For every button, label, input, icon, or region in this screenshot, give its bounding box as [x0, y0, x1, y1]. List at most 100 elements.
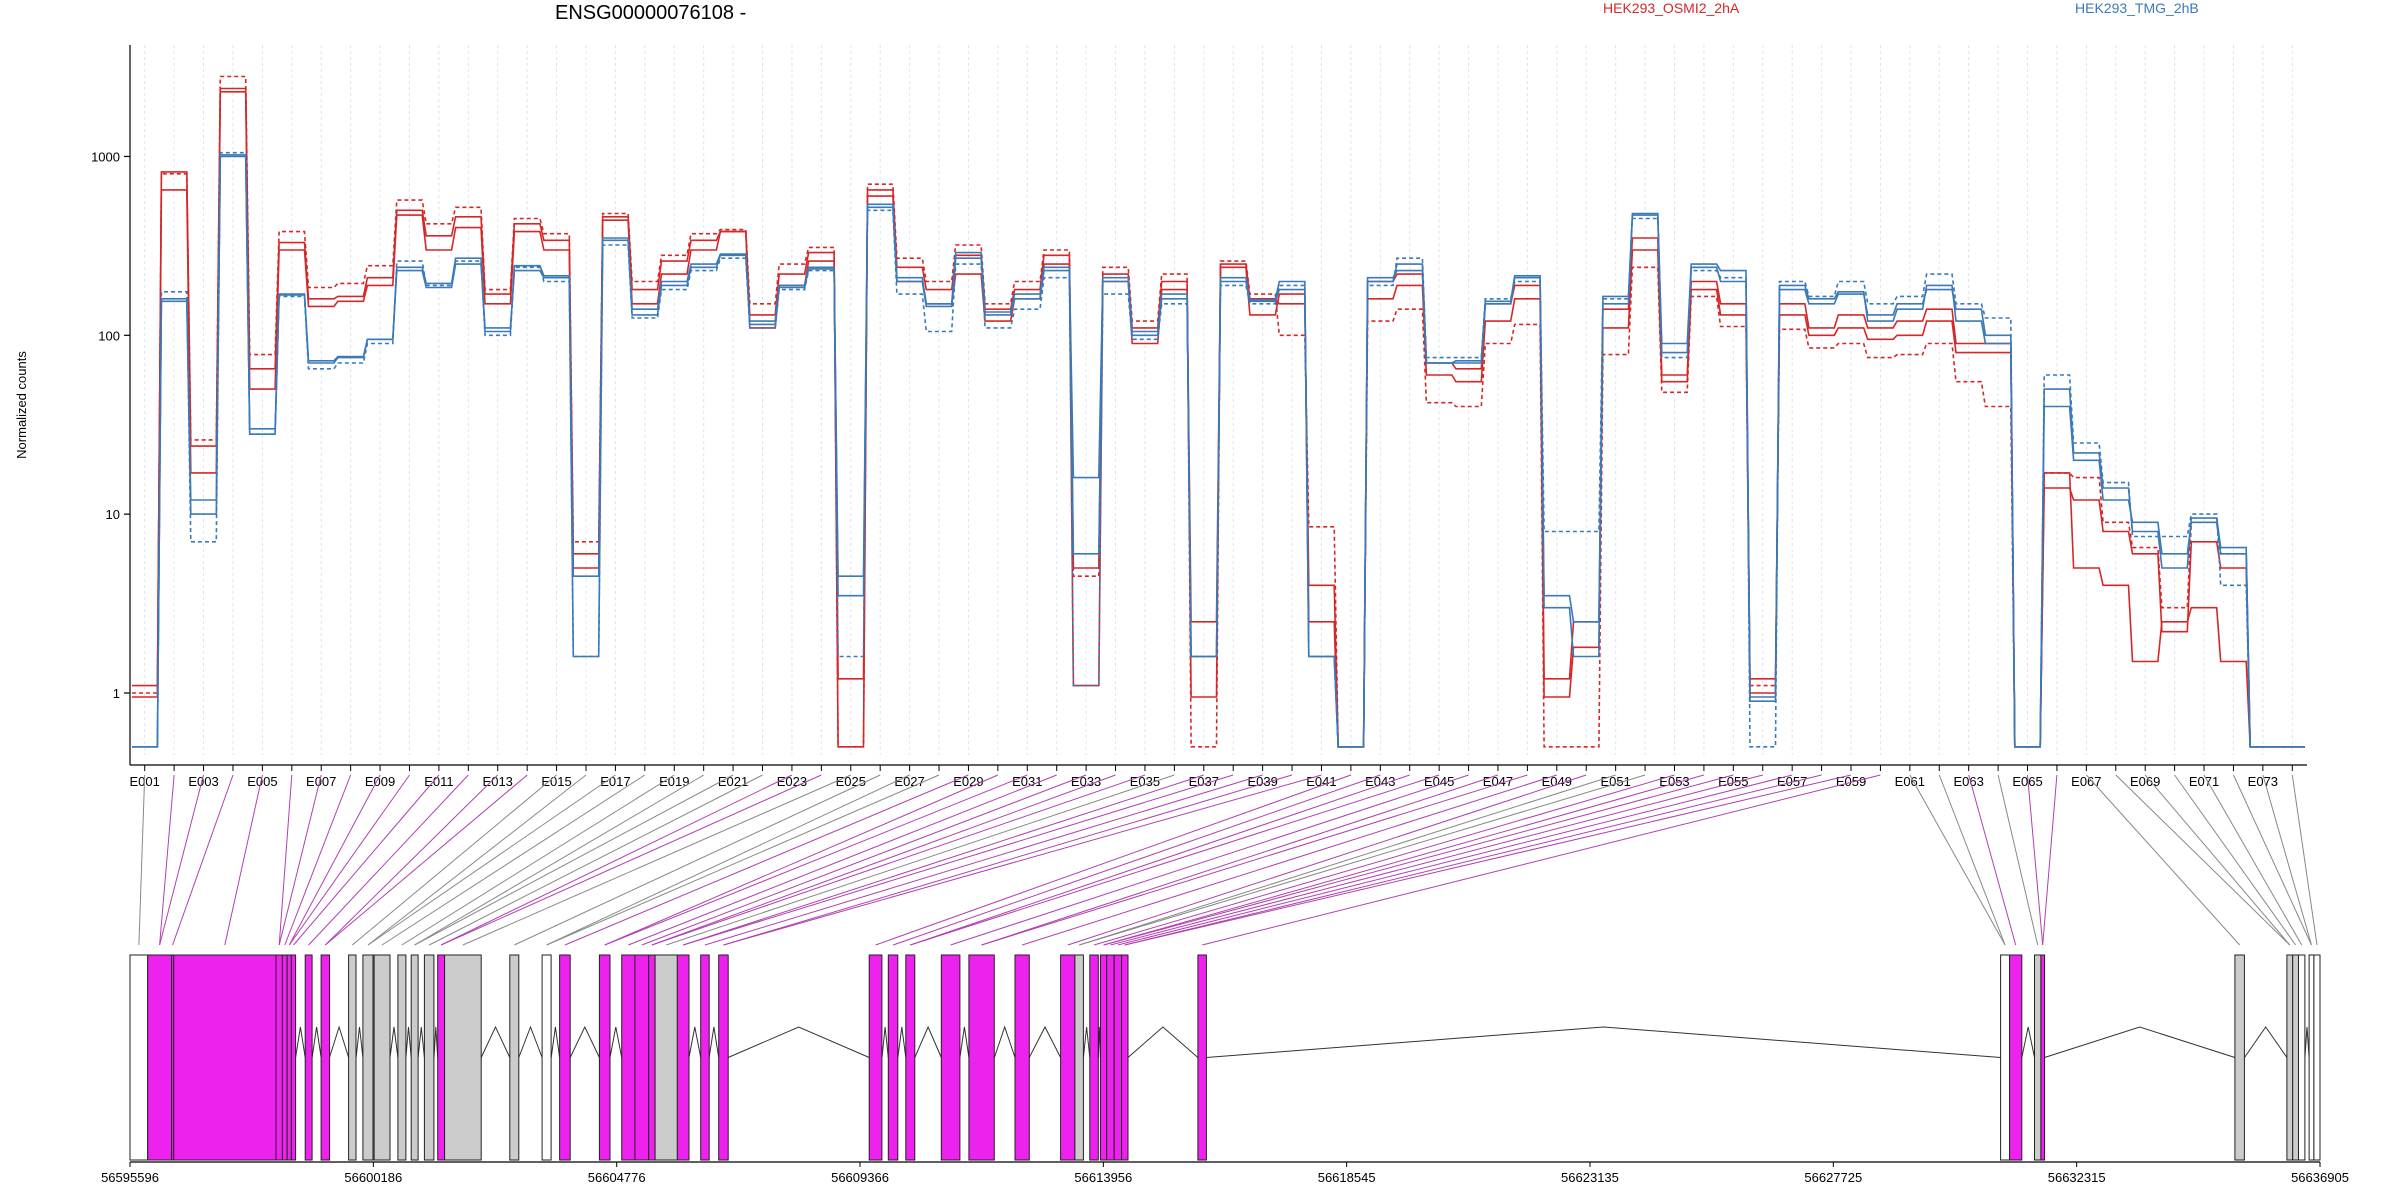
exon-connector — [440, 774, 793, 946]
chart-title: ENSG00000076108 - — [555, 2, 747, 24]
exon-connector — [628, 774, 1057, 946]
exon-connector — [1124, 774, 1822, 946]
x-tick-label: E029 — [953, 774, 983, 789]
genome-tick-label: 56613956 — [1074, 1170, 1132, 1185]
exon-connector — [546, 774, 910, 946]
exon-connector — [414, 774, 704, 946]
x-tick-label: E015 — [541, 774, 571, 789]
exon-block — [129, 954, 149, 1161]
genome-tick-label: 56604776 — [588, 1170, 646, 1185]
exon-block — [1014, 954, 1030, 1161]
exon-block — [2000, 954, 2011, 1161]
exon-connector — [172, 774, 234, 946]
exon-connector — [293, 774, 440, 946]
exon-connector — [875, 774, 1352, 946]
intron-line — [2244, 1026, 2288, 1058]
exon-connector — [723, 774, 1322, 946]
exon-connector — [138, 774, 146, 946]
exon-block — [290, 954, 297, 1161]
x-tick-label: E005 — [247, 774, 277, 789]
exon-connector — [278, 774, 322, 946]
exon-block — [968, 954, 995, 1161]
exon-connector — [892, 774, 1381, 946]
exon-connector — [381, 774, 646, 946]
genome-tick-label: 56618545 — [1318, 1170, 1376, 1185]
intron-line — [389, 1026, 399, 1058]
intron-line — [1127, 1026, 1199, 1058]
exon-block — [275, 954, 283, 1161]
exon-connector — [723, 774, 1293, 946]
y-tick-label: 1000 — [91, 149, 120, 164]
exon-block — [2040, 954, 2046, 1161]
exon-block — [1099, 954, 1108, 1161]
exon-connector — [604, 774, 999, 946]
exon-block — [2313, 954, 2321, 1161]
exon-connector — [683, 774, 1234, 946]
legend-item-osmi2: HEK293_OSMI2_2hA — [1603, 0, 1740, 16]
intron-line — [550, 1026, 561, 1058]
exon-block — [147, 954, 173, 1161]
exon-connector — [1124, 774, 1852, 946]
exon-block — [2034, 954, 2042, 1161]
series-line-tmg — [132, 154, 2305, 748]
intron-line — [2304, 1026, 2310, 1058]
exon-connector — [604, 774, 1028, 946]
exon-block — [868, 954, 883, 1161]
intron-line — [355, 1026, 364, 1058]
x-tick-label: E017 — [600, 774, 630, 789]
exon-connector — [1067, 774, 1587, 946]
exon-block — [621, 954, 636, 1161]
x-tick-label: E003 — [188, 774, 218, 789]
x-tick-label: E025 — [836, 774, 866, 789]
x-tick-label: E047 — [1483, 774, 1513, 789]
intron-line — [1028, 1025, 1062, 1058]
y-tick-label: 1 — [113, 686, 120, 701]
exon-block — [1060, 954, 1076, 1161]
exon-connector — [414, 774, 734, 946]
exon-block — [437, 954, 446, 1161]
x-tick-label: E027 — [894, 774, 924, 789]
exon-connector — [351, 774, 557, 946]
exon-connector — [2262, 774, 2312, 946]
exon-connector — [2203, 774, 2303, 946]
exon-block — [1121, 954, 1129, 1161]
x-tick-label: E021 — [718, 774, 748, 789]
x-tick-label: E059 — [1836, 774, 1866, 789]
exon-axis: E001 E003 E005 E007 E009 E011 E013 E015 E017 E019… — [130, 764, 2307, 789]
exon-block — [281, 954, 288, 1161]
intron-line — [295, 1026, 306, 1058]
exon-connector — [308, 774, 469, 946]
x-tick-label: E019 — [659, 774, 689, 789]
exon-connector — [2042, 774, 2058, 946]
exon-connector — [288, 774, 410, 946]
genome-axis: 56595596 56600186 56604776 56609366 56613956… — [101, 1161, 2349, 1185]
exon-connector — [288, 774, 381, 946]
exon-connector — [428, 774, 763, 946]
x-tick-label: E063 — [1953, 774, 1983, 789]
exon-block — [373, 954, 391, 1161]
x-tick-label: E071 — [2189, 774, 2219, 789]
exon-block — [320, 954, 331, 1161]
exon-block — [2298, 954, 2306, 1161]
intron-line — [1082, 1026, 1091, 1058]
exon-block — [2234, 954, 2245, 1161]
x-tick-label: E069 — [2130, 774, 2160, 789]
gene-model — [129, 954, 2321, 1161]
exon-connector — [462, 774, 852, 946]
genome-tick-label: 56632315 — [2048, 1170, 2106, 1185]
exon-block — [348, 954, 357, 1161]
exon-connector — [981, 774, 1528, 946]
exon-connector — [910, 774, 1410, 946]
exon-block — [423, 954, 435, 1161]
exon-connector — [683, 774, 1204, 946]
exon-connector — [514, 774, 881, 946]
exon-block — [2009, 954, 2023, 1161]
genome-tick-label: 56609366 — [831, 1170, 889, 1185]
exon-connector — [278, 774, 293, 946]
exon-block — [559, 954, 571, 1161]
exon-connector — [159, 774, 204, 946]
exon-block — [286, 954, 292, 1161]
intron-line — [609, 1026, 623, 1058]
genome-tick-label: 56623135 — [1561, 1170, 1619, 1185]
exon-connector — [2144, 774, 2291, 946]
